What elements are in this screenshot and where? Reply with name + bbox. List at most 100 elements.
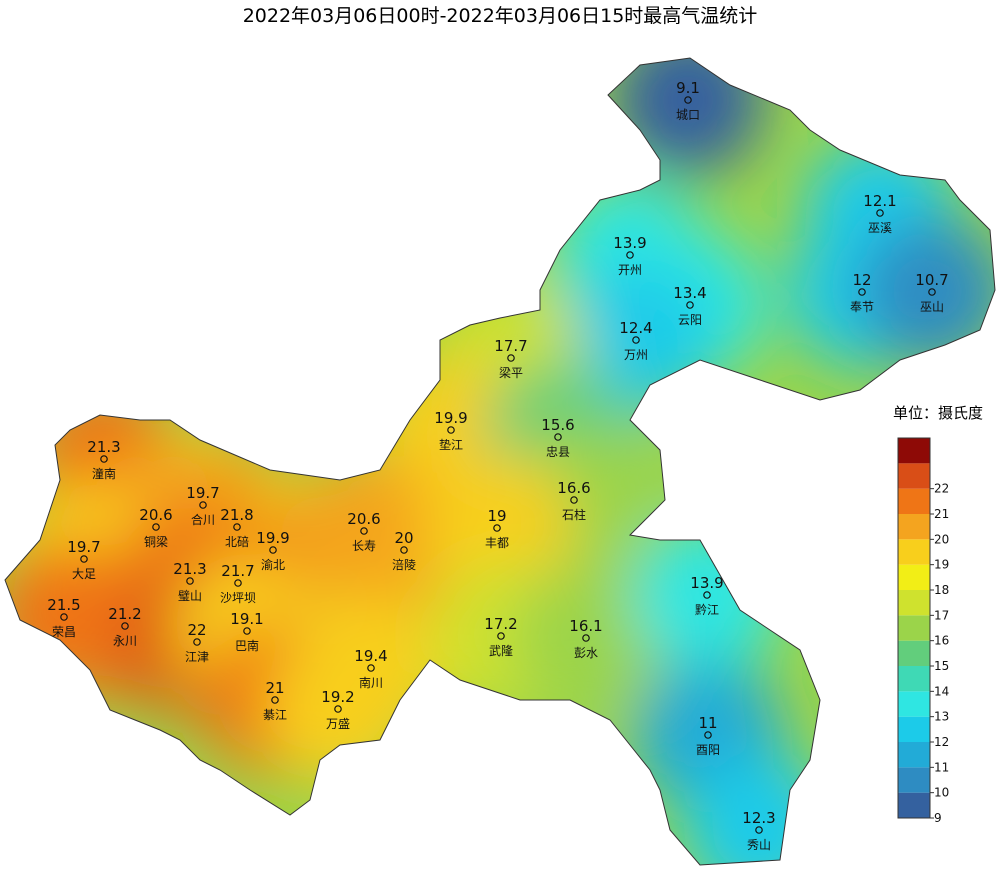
legend-tick-label: 17 bbox=[934, 608, 949, 622]
legend-tick-label: 10 bbox=[934, 786, 949, 800]
station-marker bbox=[626, 251, 634, 259]
legend-frame bbox=[897, 437, 931, 819]
station-name: 万州 bbox=[624, 348, 648, 362]
legend-swatch bbox=[898, 590, 930, 616]
station-marker bbox=[632, 336, 640, 344]
legend-tick-label: 14 bbox=[934, 684, 949, 698]
station-name: 合川 bbox=[191, 512, 215, 527]
station-marker bbox=[60, 613, 68, 621]
heat-layer bbox=[5, 58, 995, 865]
station-name: 垫江 bbox=[439, 437, 463, 452]
station-name: 北碚 bbox=[225, 534, 249, 549]
station-marker bbox=[367, 664, 375, 672]
station-marker bbox=[334, 705, 342, 713]
legend-swatch bbox=[898, 539, 930, 565]
station-value: 12.4 bbox=[619, 319, 652, 337]
station-value: 17.2 bbox=[484, 615, 517, 633]
station-name: 璧山 bbox=[178, 588, 202, 603]
station-name: 涪陵 bbox=[392, 557, 416, 572]
station-value: 21.3 bbox=[87, 438, 120, 456]
station-marker bbox=[400, 546, 408, 554]
station-name: 沙坪坝 bbox=[220, 591, 256, 605]
station-value: 13.9 bbox=[613, 234, 646, 252]
station-value: 12.1 bbox=[863, 192, 896, 210]
station-value: 20 bbox=[394, 529, 413, 547]
station-name: 黔江 bbox=[695, 602, 719, 617]
legend-swatch bbox=[898, 792, 930, 818]
legend-tick-label: 9 bbox=[934, 811, 942, 825]
station-value: 19 bbox=[487, 507, 506, 525]
station-name: 忠县 bbox=[546, 445, 570, 459]
station-marker bbox=[497, 632, 505, 640]
station-name: 武隆 bbox=[489, 643, 513, 658]
station-name: 巴南 bbox=[235, 638, 259, 653]
station-marker bbox=[447, 426, 455, 434]
station-name: 彭水 bbox=[574, 646, 598, 660]
legend-tick-label: 12 bbox=[934, 735, 949, 749]
station-marker bbox=[755, 826, 763, 834]
station-value: 12.3 bbox=[742, 809, 775, 827]
station-marker bbox=[507, 354, 515, 362]
legend-swatch bbox=[898, 742, 930, 768]
station-marker bbox=[360, 527, 368, 535]
station-marker bbox=[858, 288, 866, 296]
legend-swatch bbox=[898, 463, 930, 489]
legend-swatch bbox=[898, 438, 930, 464]
station-name: 石柱 bbox=[562, 507, 586, 522]
legend-swatch bbox=[898, 488, 930, 514]
station-name: 綦江 bbox=[263, 708, 287, 722]
station-value: 22 bbox=[187, 621, 206, 639]
legend-tick-label: 22 bbox=[934, 482, 949, 496]
station-name: 渝北 bbox=[261, 557, 285, 572]
station-name: 万盛 bbox=[326, 716, 350, 731]
legend-tick-label: 13 bbox=[934, 710, 949, 724]
station-marker bbox=[152, 523, 160, 531]
station-name: 南川 bbox=[359, 675, 383, 690]
map-title: 2022年03月06日00时-2022年03月06日15时最高气温统计 bbox=[243, 5, 758, 27]
station-value: 13.9 bbox=[690, 574, 723, 592]
heat-blob bbox=[422, 453, 572, 603]
station-value: 9.1 bbox=[676, 79, 700, 97]
station-marker bbox=[554, 433, 562, 441]
station-name: 大足 bbox=[72, 567, 96, 581]
legend-tick-label: 18 bbox=[934, 583, 949, 597]
legend-swatch bbox=[898, 666, 930, 692]
station-marker bbox=[493, 524, 501, 532]
station-value: 19.2 bbox=[321, 688, 354, 706]
station-name: 江津 bbox=[185, 650, 209, 664]
heat-blob bbox=[511, 563, 661, 713]
legend-swatch bbox=[898, 615, 930, 641]
station-name: 荣昌 bbox=[52, 625, 76, 639]
legend-tick-label: 16 bbox=[934, 634, 949, 648]
station-value: 11 bbox=[698, 714, 717, 732]
station-name: 梁平 bbox=[499, 365, 523, 380]
legend-swatch bbox=[898, 767, 930, 793]
station-value: 19.4 bbox=[354, 647, 387, 665]
station-marker bbox=[233, 523, 241, 531]
station-marker bbox=[243, 627, 251, 635]
station-value: 20.6 bbox=[139, 506, 172, 524]
station-value: 21.5 bbox=[47, 596, 80, 614]
station-value: 12 bbox=[852, 271, 871, 289]
station-value: 16.1 bbox=[569, 617, 602, 635]
station-name: 奉节 bbox=[850, 300, 874, 314]
region-outline bbox=[4, 57, 996, 866]
station-name: 长寿 bbox=[352, 539, 376, 553]
station-marker bbox=[80, 555, 88, 563]
heat-blobs bbox=[5, 58, 995, 865]
legend-tick-label: 11 bbox=[934, 760, 949, 774]
station-marker bbox=[928, 288, 936, 296]
station-value: 19.7 bbox=[186, 484, 219, 502]
station-name: 城口 bbox=[676, 108, 700, 122]
station-marker bbox=[704, 731, 712, 739]
station-value: 15.6 bbox=[541, 416, 574, 434]
station-marker bbox=[199, 501, 207, 509]
heat-blob bbox=[632, 520, 782, 670]
legend-title: 单位：摄氏度 bbox=[893, 404, 983, 422]
station-value: 21.8 bbox=[220, 506, 253, 524]
station-value: 21 bbox=[265, 679, 284, 697]
legend-swatch bbox=[898, 640, 930, 666]
legend-tick-label: 19 bbox=[934, 558, 949, 572]
legend-tick-label: 15 bbox=[934, 659, 949, 673]
